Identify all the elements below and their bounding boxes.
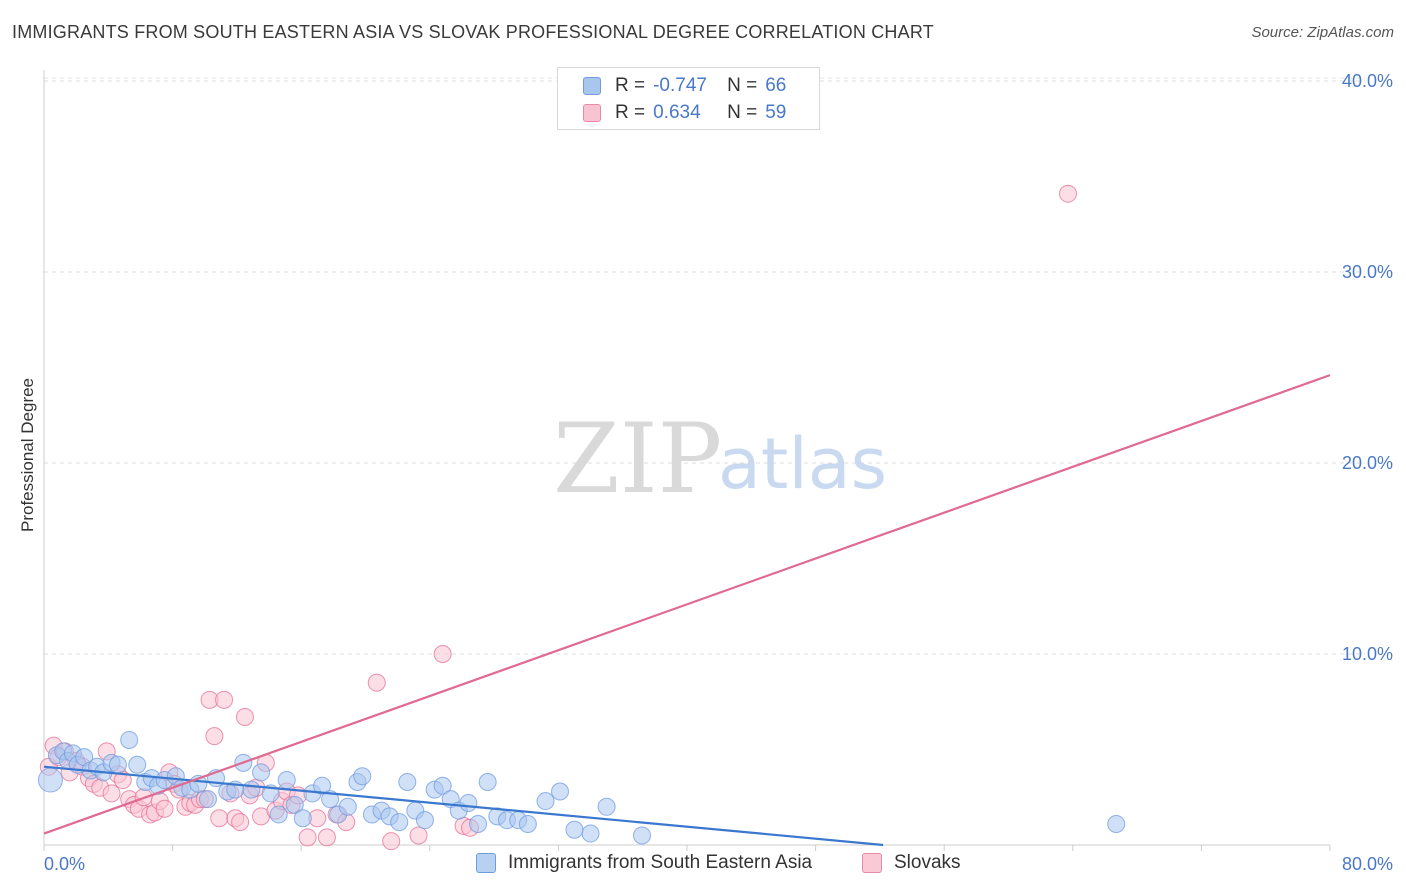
- source-credit: Source: ZipAtlas.com: [1251, 24, 1394, 41]
- watermark-atlas: atlas: [718, 423, 887, 505]
- y-tick-label: 20.0%: [1342, 453, 1393, 473]
- point-slovaks: [210, 809, 229, 828]
- y-tick-label: 30.0%: [1342, 262, 1393, 282]
- x-tick-label: 0.0%: [44, 854, 85, 874]
- legend-item-slovaks: Slovaks: [862, 852, 961, 874]
- point-slovaks: [235, 708, 254, 727]
- point-slovaks: [298, 828, 317, 847]
- point-slovaks: [1058, 184, 1077, 203]
- point-asia: [293, 809, 312, 828]
- point-asia: [252, 763, 271, 782]
- watermark-zip: ZIP: [553, 403, 722, 515]
- point-asia: [433, 776, 452, 795]
- r-label: R =: [615, 75, 646, 96]
- point-slovaks: [409, 826, 428, 845]
- y-tick-label: 10.0%: [1342, 644, 1393, 664]
- legend-label-slovaks: Slovaks: [894, 852, 961, 873]
- stats-legend-row-slovaks: R = 0.634 N = 59: [558, 99, 786, 127]
- r-value: 0.634: [653, 102, 701, 123]
- point-asia: [128, 755, 147, 774]
- y-tick-label: 40.0%: [1342, 71, 1393, 91]
- point-asia: [1107, 814, 1126, 833]
- n-value: 59: [765, 102, 787, 123]
- stats-legend-row-asia: R = -0.747 N = 66: [558, 72, 786, 100]
- point-slovaks: [102, 784, 121, 803]
- point-asia: [242, 780, 261, 799]
- point-slovaks: [155, 799, 174, 818]
- axes: [43, 70, 1331, 851]
- point-asia: [415, 811, 434, 830]
- point-asia: [478, 772, 497, 791]
- legend-swatch-asia: [476, 853, 496, 873]
- n-value: 66: [765, 75, 787, 96]
- point-slovaks: [367, 673, 386, 692]
- chart-title: IMMIGRANTS FROM SOUTH EASTERN ASIA VS SL…: [12, 22, 934, 42]
- point-asia: [120, 730, 139, 749]
- point-asia: [632, 826, 651, 845]
- point-slovaks: [317, 828, 336, 847]
- legend-item-asia: Immigrants from South Eastern Asia: [476, 852, 812, 874]
- point-asia: [565, 820, 584, 839]
- point-asia: [313, 776, 332, 795]
- gridlines: [44, 77, 1365, 655]
- point-asia: [551, 782, 570, 801]
- r-label: R =: [615, 102, 646, 123]
- point-asia: [459, 793, 478, 812]
- point-asia: [321, 790, 340, 809]
- trend-line-asia: [43, 765, 884, 847]
- point-asia: [37, 767, 63, 793]
- watermark: ZIP atlas: [553, 403, 887, 515]
- point-slovaks: [215, 690, 234, 709]
- trend-line-slovaks: [43, 374, 1331, 835]
- point-asia: [338, 797, 357, 816]
- point-asia: [398, 772, 417, 791]
- point-asia: [269, 805, 288, 824]
- point-asia: [469, 814, 488, 833]
- point-asia: [353, 767, 372, 786]
- tick-labels: 10.0% 20.0% 30.0% 40.0% 0.0% 80.0%: [44, 71, 1393, 874]
- point-asia: [597, 797, 616, 816]
- point-asia: [277, 771, 296, 790]
- series-legend: Immigrants from South Eastern Asia Slova…: [0, 852, 1406, 878]
- point-asia: [518, 814, 537, 833]
- point-slovaks: [433, 645, 452, 663]
- point-asia: [536, 792, 555, 811]
- legend-swatch-asia: [583, 77, 601, 95]
- trend-lines: [43, 374, 1331, 847]
- n-label: N =: [727, 102, 758, 123]
- legend-swatch-slovaks: [862, 853, 882, 873]
- point-slovaks: [231, 813, 250, 832]
- stats-legend: R = -0.747 N = 66 R = 0.634 N = 59: [557, 67, 820, 130]
- point-asia: [581, 824, 600, 843]
- x-tick-label: 80.0%: [1342, 854, 1393, 874]
- data-points: [37, 184, 1126, 851]
- point-slovaks: [205, 727, 224, 746]
- point-slovaks: [382, 832, 401, 851]
- point-asia: [390, 813, 409, 832]
- point-asia: [285, 795, 304, 814]
- point-asia: [108, 755, 127, 774]
- r-value: -0.747: [653, 75, 707, 96]
- n-label: N =: [727, 75, 758, 96]
- legend-label-asia: Immigrants from South Eastern Asia: [508, 852, 813, 873]
- point-asia: [198, 790, 217, 809]
- legend-swatch-slovaks: [583, 104, 601, 122]
